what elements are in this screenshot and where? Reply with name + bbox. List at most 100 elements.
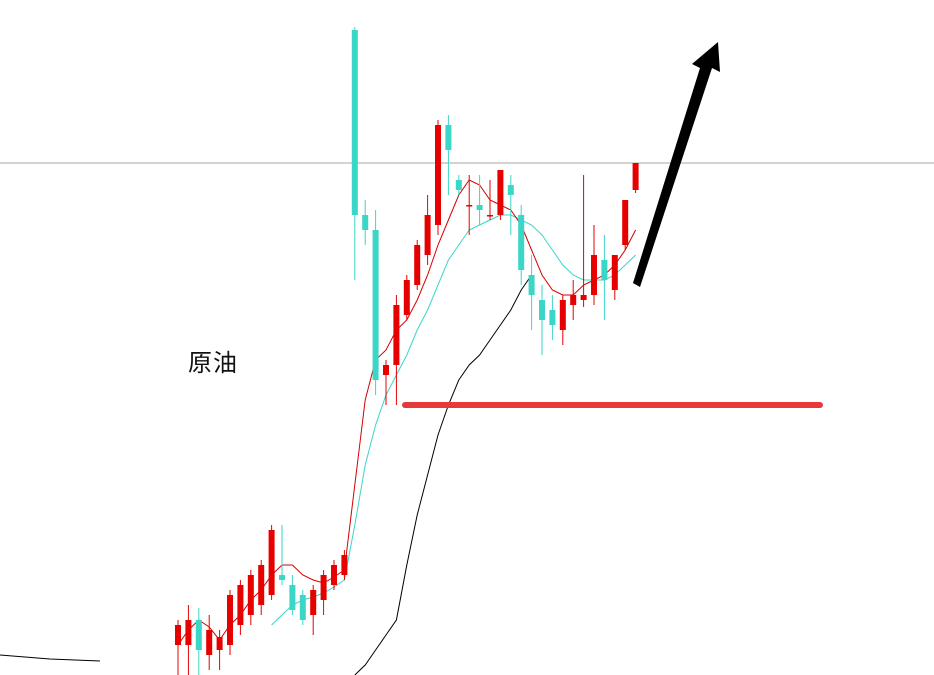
candle-body bbox=[216, 637, 223, 650]
candle bbox=[445, 115, 452, 195]
candle-body bbox=[601, 260, 608, 280]
candle-body bbox=[289, 585, 296, 610]
candle bbox=[299, 590, 306, 625]
candle bbox=[611, 255, 618, 300]
candle bbox=[591, 225, 597, 305]
candle bbox=[206, 615, 213, 670]
candle-body bbox=[383, 365, 389, 375]
candle-body bbox=[580, 295, 587, 300]
candle bbox=[185, 605, 192, 675]
candle-body bbox=[185, 620, 192, 645]
candle bbox=[341, 550, 348, 580]
ma-mid-line bbox=[271, 214, 636, 626]
arrow-layer bbox=[633, 42, 720, 287]
candle-body bbox=[403, 280, 410, 315]
candle bbox=[559, 295, 566, 345]
candle-body bbox=[175, 625, 181, 645]
candle-body bbox=[424, 215, 431, 255]
candle bbox=[424, 195, 431, 265]
candle bbox=[403, 275, 410, 320]
candle bbox=[549, 295, 556, 340]
candle bbox=[528, 255, 535, 330]
candle-body bbox=[632, 163, 639, 190]
candle bbox=[268, 525, 275, 600]
candle-body bbox=[591, 255, 597, 295]
candle-body bbox=[435, 125, 441, 225]
candle-body bbox=[247, 575, 254, 615]
moving-average-layer bbox=[0, 179, 637, 675]
candle-body bbox=[279, 575, 285, 580]
candles-layer bbox=[175, 27, 639, 675]
candle bbox=[320, 570, 327, 615]
candle-body bbox=[549, 310, 556, 325]
candle bbox=[455, 175, 462, 195]
candle bbox=[414, 240, 421, 290]
candle-body bbox=[476, 205, 483, 210]
candle bbox=[632, 163, 639, 193]
candle-body bbox=[237, 585, 244, 625]
candle bbox=[570, 280, 577, 320]
ma-slow-line-left bbox=[0, 654, 101, 662]
candle-body bbox=[362, 215, 369, 230]
candle bbox=[518, 205, 525, 285]
candle bbox=[539, 285, 545, 355]
candle-body bbox=[455, 180, 462, 190]
candle-body bbox=[299, 595, 306, 620]
candle-body bbox=[331, 565, 337, 585]
candle-body bbox=[351, 30, 358, 215]
candle bbox=[227, 590, 233, 655]
ma-slow-line bbox=[354, 274, 533, 675]
candle bbox=[622, 200, 629, 250]
candle bbox=[476, 175, 483, 225]
candle bbox=[601, 235, 608, 320]
candle-body bbox=[622, 200, 629, 245]
candle bbox=[195, 608, 202, 675]
candle-body bbox=[611, 255, 618, 290]
candle bbox=[310, 585, 317, 635]
candle-body bbox=[320, 575, 327, 600]
candle bbox=[497, 170, 504, 220]
candle-body bbox=[227, 595, 233, 645]
candle bbox=[289, 575, 296, 615]
candle-body bbox=[393, 305, 400, 365]
candle-body bbox=[310, 590, 317, 615]
candle-body bbox=[518, 215, 525, 270]
candle-body bbox=[570, 295, 577, 305]
candle-body bbox=[414, 245, 421, 285]
candle bbox=[580, 175, 587, 307]
candle bbox=[331, 560, 337, 590]
candle bbox=[383, 360, 389, 405]
ma-fast-line bbox=[177, 179, 637, 646]
candle-body bbox=[466, 205, 473, 207]
up-arrow bbox=[633, 42, 720, 287]
candle bbox=[466, 175, 473, 235]
candle-body bbox=[445, 125, 452, 150]
chart-label: 原油 bbox=[188, 349, 238, 377]
candle bbox=[372, 210, 379, 395]
candle-body bbox=[258, 565, 265, 605]
candle bbox=[435, 120, 441, 235]
candle bbox=[351, 27, 358, 280]
candle bbox=[258, 560, 265, 615]
candle bbox=[237, 580, 244, 635]
candle bbox=[247, 570, 254, 625]
candle-body bbox=[559, 300, 566, 330]
candle-body bbox=[206, 630, 213, 655]
candle bbox=[393, 295, 400, 405]
candle-body bbox=[528, 275, 535, 295]
candle-body bbox=[507, 185, 514, 195]
candle bbox=[362, 200, 369, 245]
candle-body bbox=[539, 300, 545, 320]
candle-body bbox=[372, 230, 379, 380]
candle-body bbox=[195, 620, 202, 650]
candle-body bbox=[341, 555, 348, 575]
candle bbox=[279, 525, 285, 585]
candle bbox=[216, 630, 223, 670]
candle-body bbox=[497, 170, 504, 215]
candle bbox=[507, 175, 514, 235]
candle bbox=[175, 620, 181, 675]
candle bbox=[487, 180, 493, 220]
candle-body bbox=[268, 530, 275, 595]
